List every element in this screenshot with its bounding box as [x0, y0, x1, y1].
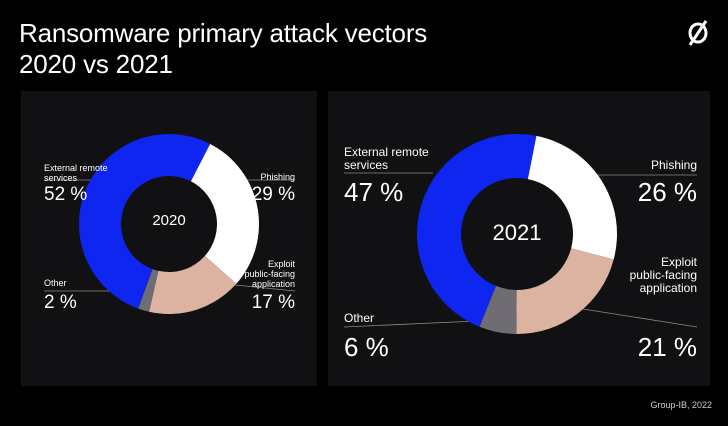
leader-line-other-2021	[343, 320, 478, 328]
title-line-2: 2020 vs 2021	[19, 49, 173, 79]
value-external-remote-services-2021: 47 %	[344, 177, 404, 207]
source-credit: Group-IB, 2022	[650, 400, 712, 410]
label-external-remote-services-2021: External remote services	[344, 146, 429, 172]
chart-panel-2021: 2021 External remote services 47 % Phish…	[328, 91, 710, 386]
label-external-remote-services-2020: External remote services	[44, 163, 108, 183]
donut-chart-2020	[44, 134, 296, 314]
value-exploit-2021: 21 %	[637, 332, 697, 362]
donut-slice-exploit-public-facing-application-2021	[516, 248, 614, 334]
label-line: External remote	[44, 163, 108, 173]
label-phishing-2021: Phishing	[650, 158, 697, 172]
donut-slice-phishing-2021	[527, 135, 617, 260]
donut-slice-other-2020	[138, 269, 159, 312]
label-line: public-facing	[629, 268, 697, 282]
label-line: services	[44, 173, 78, 183]
label-phishing-2020: Phishing	[260, 172, 295, 182]
donut-slice-external-remote-services-2020	[79, 134, 211, 309]
value-exploit-2020: 17 %	[251, 292, 295, 313]
title-line-1: Ransomware primary attack vectors	[19, 18, 428, 48]
leader-line-exploit-public-facing-application-2021	[563, 305, 698, 328]
null-slash-logo-icon	[688, 20, 708, 46]
chart-title: Ransomware primary attack vectors 2020 v…	[19, 18, 427, 80]
label-exploit-2021: Exploit public-facing application	[630, 256, 697, 295]
label-line: Exploit	[267, 259, 295, 269]
label-other-2020: Other	[44, 278, 67, 288]
donut-slice-exploit-public-facing-application-2020	[149, 255, 237, 314]
chart-panel-2020: 2020 External remote services 52 % Phish…	[21, 91, 317, 386]
center-label-2021: 2021	[492, 220, 542, 245]
label-line: External remote	[344, 145, 429, 159]
label-line: application	[639, 281, 697, 295]
value-other-2020: 2 %	[44, 292, 77, 313]
donut-slice-external-remote-services-2021	[417, 134, 537, 327]
donut-chart-2021	[343, 134, 698, 334]
value-phishing-2021: 26 %	[637, 177, 697, 207]
center-label-2020: 2020	[152, 212, 186, 229]
value-other-2021: 6 %	[344, 332, 389, 362]
label-line: services	[344, 158, 389, 172]
value-external-remote-services-2020: 52 %	[44, 184, 88, 205]
label-line: Exploit	[660, 255, 697, 269]
label-other-2021: Other	[344, 311, 375, 325]
donut-slice-phishing-2020	[190, 143, 259, 284]
donut-slice-other-2021	[479, 285, 517, 334]
label-exploit-2020: Exploit public-facing application	[244, 259, 295, 289]
label-line: application	[251, 279, 295, 289]
value-phishing-2020: 29 %	[251, 184, 295, 205]
label-line: public-facing	[244, 269, 295, 279]
